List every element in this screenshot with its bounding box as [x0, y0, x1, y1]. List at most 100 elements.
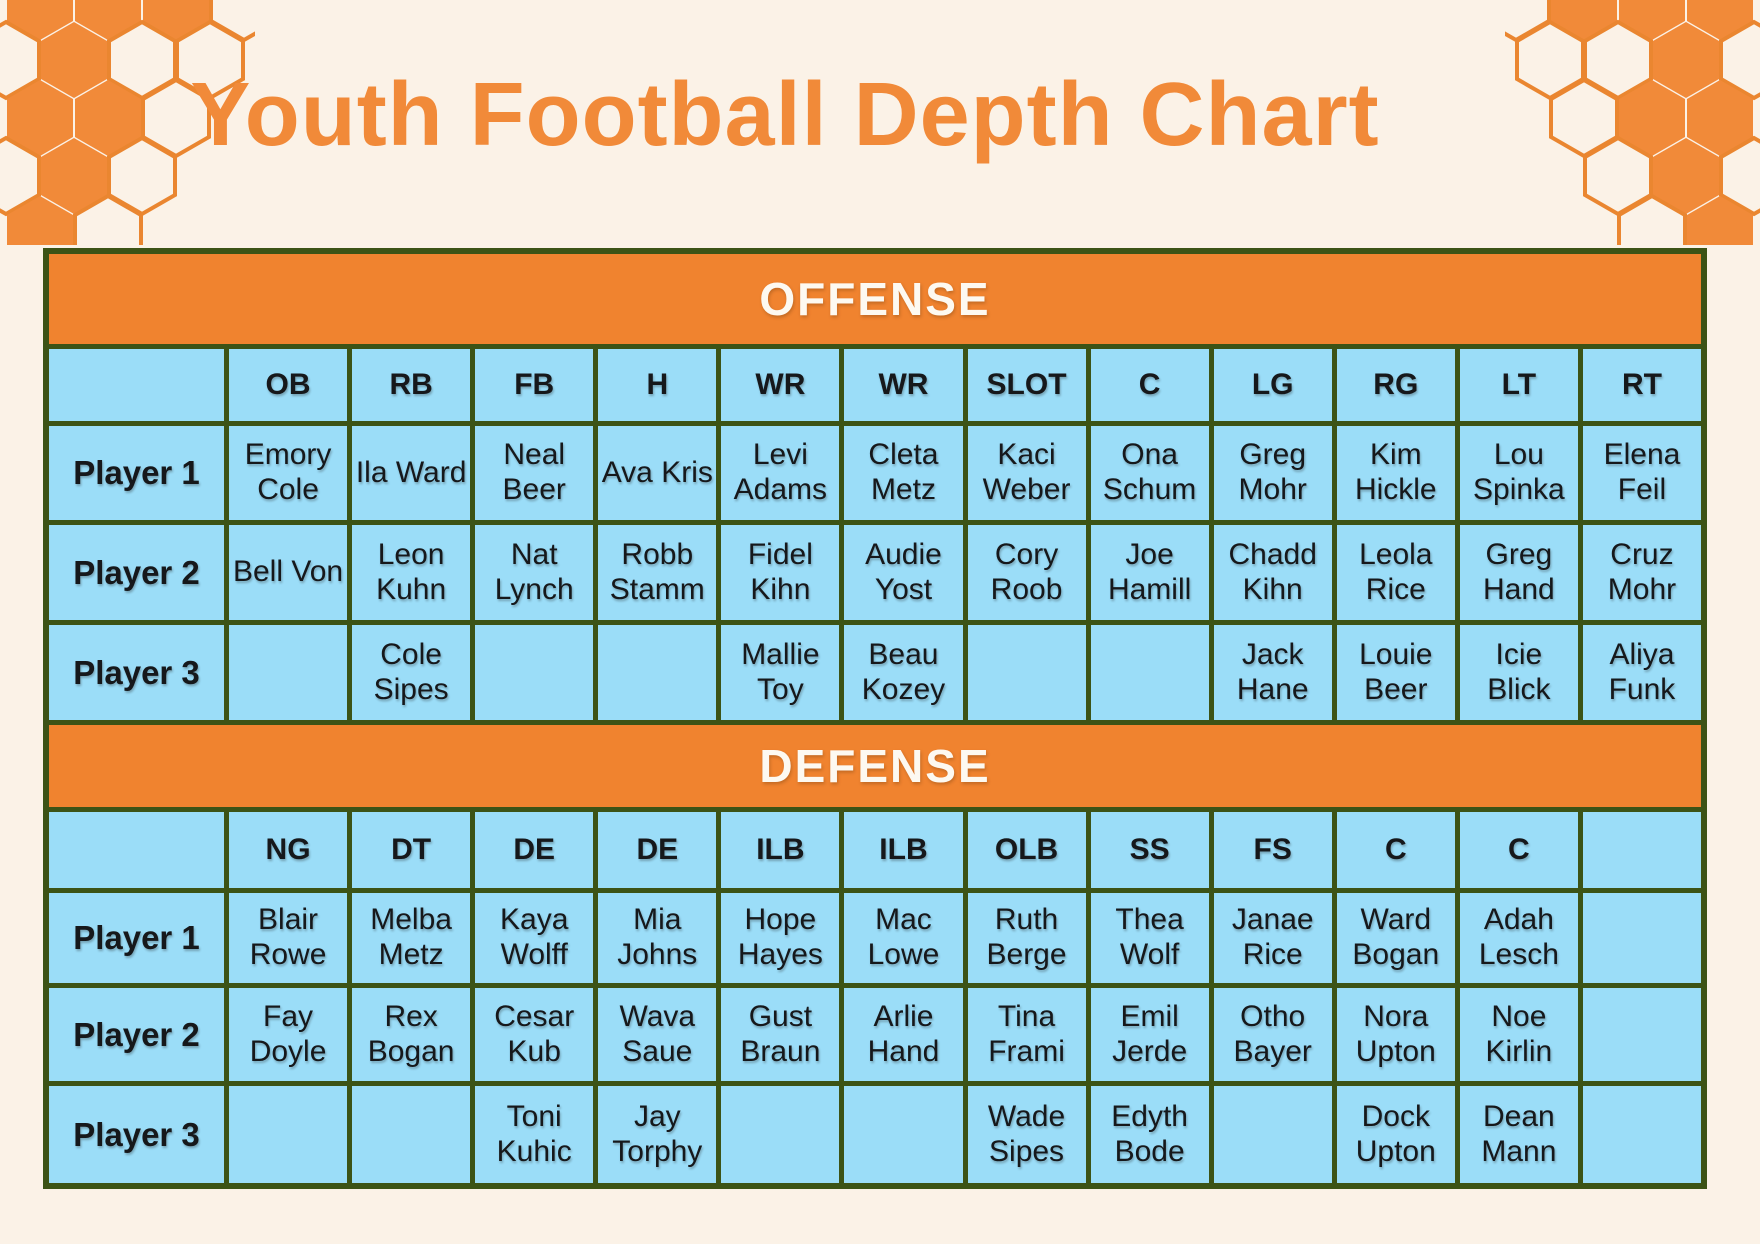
player-cell: Mallie Toy [721, 625, 840, 720]
player-cell: Adah Lesch [1459, 893, 1578, 983]
player-cell: Jay Torphy [598, 1086, 717, 1183]
player-cell: Robb Stamm [598, 525, 717, 620]
player-cell: Levi Adams [721, 426, 840, 520]
defense-position-header [1582, 812, 1701, 888]
player-cell [1582, 1086, 1701, 1183]
player-cell [352, 1086, 471, 1183]
player-cell: Thea Wolf [1090, 893, 1209, 983]
player-cell: Cleta Metz [844, 426, 963, 520]
player-cell: Ruth Berge [967, 893, 1086, 983]
player-cell [844, 1086, 963, 1183]
defense-position-header: ILB [844, 812, 963, 888]
player-cell: Greg Hand [1459, 525, 1578, 620]
player-cell [475, 625, 594, 720]
player-cell: Emil Jerde [1090, 988, 1209, 1081]
defense-section-header: DEFENSE [49, 725, 1701, 807]
player-cell: Louie Beer [1336, 625, 1455, 720]
player-cell: Dean Mann [1459, 1086, 1578, 1183]
player-cell: Ward Bogan [1336, 893, 1455, 983]
player-cell: Beau Kozey [844, 625, 963, 720]
defense-position-header: DE [598, 812, 717, 888]
player-cell: Hope Hayes [721, 893, 840, 983]
player-cell: Fay Doyle [229, 988, 348, 1081]
offense-position-header: SLOT [967, 349, 1086, 421]
defense-position-header: NG [229, 812, 348, 888]
defense-position-header: C [1459, 812, 1578, 888]
player-cell [1090, 625, 1209, 720]
defense-position-header: C [1336, 812, 1455, 888]
player-cell: Melba Metz [352, 893, 471, 983]
player-cell: Jack Hane [1213, 625, 1332, 720]
offense-position-header: RB [352, 349, 471, 421]
offense-row-label: Player 1 [49, 426, 224, 520]
player-cell: Dock Upton [1336, 1086, 1455, 1183]
honeycomb-decoration-right [1505, 0, 1760, 245]
player-cell: Arlie Hand [844, 988, 963, 1081]
player-cell [229, 625, 348, 720]
offense-position-header: WR [721, 349, 840, 421]
player-cell: Bell Von [229, 525, 348, 620]
player-cell [1582, 893, 1701, 983]
player-cell: Edyth Bode [1090, 1086, 1209, 1183]
player-cell: Janae Rice [1213, 893, 1332, 983]
player-cell: Icie Blick [1459, 625, 1578, 720]
player-cell: Kaya Wolff [475, 893, 594, 983]
player-cell: Fidel Kihn [721, 525, 840, 620]
player-cell: Cole Sipes [352, 625, 471, 720]
offense-position-header: FB [475, 349, 594, 421]
player-cell: Nat Lynch [475, 525, 594, 620]
player-cell: Noe Kirlin [1459, 988, 1578, 1081]
offense-position-header: C [1090, 349, 1209, 421]
player-cell: Leola Rice [1336, 525, 1455, 620]
page-title: Youth Football Depth Chart [190, 64, 1380, 165]
defense-row-label: Player 2 [49, 988, 224, 1081]
defense-position-header: DT [352, 812, 471, 888]
player-cell [721, 1086, 840, 1183]
player-cell: Chadd Kihn [1213, 525, 1332, 620]
defense-corner-cell [49, 812, 224, 888]
player-cell: Wava Saue [598, 988, 717, 1081]
player-cell: Joe Hamill [1090, 525, 1209, 620]
player-cell: Nora Upton [1336, 988, 1455, 1081]
player-cell: Gust Braun [721, 988, 840, 1081]
defense-position-header: SS [1090, 812, 1209, 888]
offense-position-header: LT [1459, 349, 1578, 421]
player-cell: Otho Bayer [1213, 988, 1332, 1081]
player-cell: Aliya Funk [1582, 625, 1701, 720]
defense-row-label: Player 1 [49, 893, 224, 983]
defense-position-header: ILB [721, 812, 840, 888]
player-cell: Audie Yost [844, 525, 963, 620]
player-cell: Wade Sipes [967, 1086, 1086, 1183]
offense-position-header: OB [229, 349, 348, 421]
offense-position-header: WR [844, 349, 963, 421]
player-cell [598, 625, 717, 720]
page-header: Youth Football Depth Chart [0, 0, 1760, 245]
offense-position-header: RG [1336, 349, 1455, 421]
player-cell: Cruz Mohr [1582, 525, 1701, 620]
player-cell: Rex Bogan [352, 988, 471, 1081]
player-cell: Elena Feil [1582, 426, 1701, 520]
offense-row-label: Player 2 [49, 525, 224, 620]
defense-position-header: DE [475, 812, 594, 888]
player-cell: Mia Johns [598, 893, 717, 983]
depth-chart-table: OFFENSE OB RB FB H WR WR SLOT C LG RG LT… [43, 248, 1707, 1189]
offense-position-header: H [598, 349, 717, 421]
player-cell: Mac Lowe [844, 893, 963, 983]
player-cell: Tina Frami [967, 988, 1086, 1081]
player-cell: Leon Kuhn [352, 525, 471, 620]
player-cell: Cesar Kub [475, 988, 594, 1081]
player-cell: Emory Cole [229, 426, 348, 520]
player-cell [229, 1086, 348, 1183]
offense-corner-cell [49, 349, 224, 421]
player-cell: Kaci Weber [967, 426, 1086, 520]
player-cell: Lou Spinka [1459, 426, 1578, 520]
offense-position-header: RT [1582, 349, 1701, 421]
offense-position-header: LG [1213, 349, 1332, 421]
offense-section-header: OFFENSE [49, 254, 1701, 344]
player-cell: Neal Beer [475, 426, 594, 520]
player-cell: Blair Rowe [229, 893, 348, 983]
offense-row-label: Player 3 [49, 625, 224, 720]
defense-position-header: OLB [967, 812, 1086, 888]
player-cell: Kim Hickle [1336, 426, 1455, 520]
defense-row-label: Player 3 [49, 1086, 224, 1183]
